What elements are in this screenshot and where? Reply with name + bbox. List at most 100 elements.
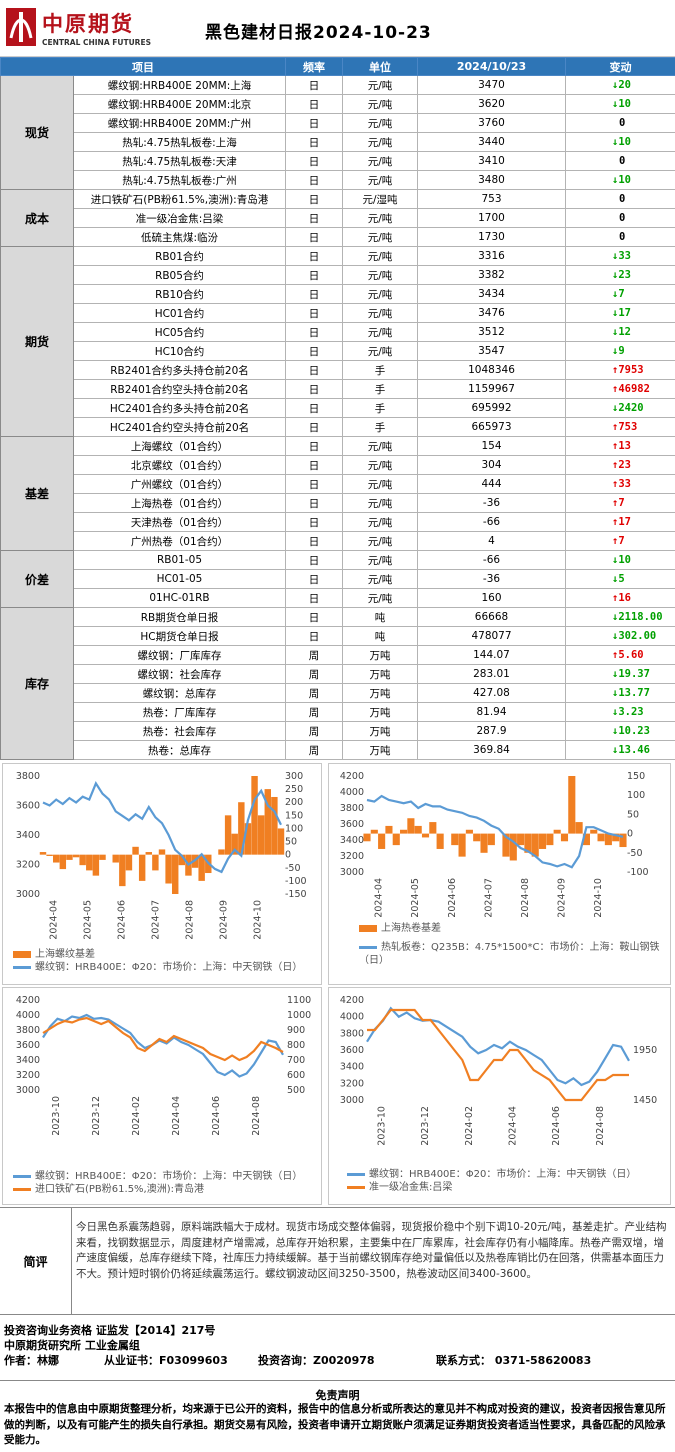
chart-rebar-vs-coke: 4200 4000 3800 3600 3400 3200 3000 1950 1450 2023… <box>340 995 657 1146</box>
arrow-up-icon: ↑ <box>612 383 619 395</box>
change-cell: ↓10 <box>565 132 675 152</box>
unit-cell: 元/吨 <box>342 550 418 570</box>
y-left-tick-label: 3400 <box>340 835 364 846</box>
change-value: 10.23 <box>618 725 650 737</box>
item-cell: 螺纹钢：总库存 <box>73 683 286 703</box>
y-right-tick-label: -100 <box>285 876 307 887</box>
frequency-cell: 日 <box>285 284 343 304</box>
item-cell: 天津热卷（01合约） <box>73 512 286 532</box>
basis-bar <box>152 854 159 871</box>
arrow-down-icon: ↓ <box>612 611 619 623</box>
frequency-cell: 日 <box>285 626 343 646</box>
series-line <box>367 1008 629 1102</box>
frequency-cell: 周 <box>285 645 343 665</box>
change-value: 12 <box>618 326 631 338</box>
chart-hrc-basis: 4200 4000 3800 3600 3400 3200 3000 150 100 50 0 -50… <box>340 771 649 918</box>
y-right-tick-label: 100 <box>627 790 645 801</box>
item-cell: 广州螺纹（01合约） <box>73 474 286 494</box>
frequency-cell: 日 <box>285 379 343 399</box>
basis-bar <box>224 815 232 855</box>
y-left-tick-label: 4200 <box>16 995 40 1006</box>
frequency-cell: 日 <box>285 607 343 627</box>
change-cell: ↓10 <box>565 94 675 114</box>
item-cell: 热卷：社会库存 <box>73 721 286 741</box>
arrow-down-icon: ↓ <box>612 288 619 300</box>
y-right-tick-label: 800 <box>287 1040 305 1051</box>
item-cell: 上海螺纹（01合约） <box>73 436 286 456</box>
category-cell: 现货 <box>0 75 74 190</box>
frequency-cell: 日 <box>285 227 343 247</box>
change-cell: ↓19.37 <box>565 664 675 684</box>
basis-bar <box>112 854 119 863</box>
frequency-cell: 日 <box>285 94 343 114</box>
table-row: HC10合约日元/吨 3547 ↓9 <box>1 341 675 361</box>
x-tick-label: 2024-07 <box>483 878 494 918</box>
item-cell: 螺纹钢:HRB400E 20MM:上海 <box>73 75 286 95</box>
change-value: 0 <box>619 155 626 167</box>
change-value: 2420 <box>618 402 644 414</box>
value-cell: 3382 <box>417 265 566 285</box>
change-cell: ↑23 <box>565 455 675 475</box>
unit-cell: 元/吨 <box>342 569 418 589</box>
arrow-down-icon: ↓ <box>612 706 619 718</box>
item-cell: 广州热卷（01合约） <box>73 531 286 551</box>
comment-section: 简评 今日黑色系震荡趋弱，原料端跌幅大于成材。现货市场成交整体偏弱，现货报价稳中… <box>0 1207 675 1315</box>
legend-label: 螺纹钢：HRB400E：Φ20：市场价：上海：中天钢铁（日） <box>35 962 303 973</box>
y-left-tick-label: 3000 <box>340 1095 364 1106</box>
basis-bar <box>72 854 80 858</box>
y-left-tick-label: 3600 <box>16 801 40 812</box>
item-cell: 热轧:4.75热轧板卷:广州 <box>73 170 286 190</box>
basis-bar <box>473 833 481 842</box>
arrow-up-icon: ↑ <box>612 497 619 509</box>
item-cell: 准一级冶金焦:吕梁 <box>73 208 286 228</box>
change-value: 10 <box>618 174 631 186</box>
item-cell: HC2401合约多头持仓前20名 <box>73 398 286 418</box>
frequency-cell: 日 <box>285 569 343 589</box>
frequency-cell: 日 <box>285 208 343 228</box>
item-cell: 螺纹钢:HRB400E 20MM:广州 <box>73 113 286 133</box>
y-right-tick-label: 150 <box>285 810 303 821</box>
column-header-unit: 单位 <box>342 57 418 76</box>
y-left-tick-label: 4000 <box>16 1010 40 1021</box>
qualification-text: 投资咨询业务资格 证监发【2014】217号 <box>4 1324 216 1337</box>
institute-text: 中原期货研究所 工业金属组 <box>4 1339 140 1352</box>
x-tick-label: 2023-12 <box>91 1096 102 1136</box>
y-left-tick-label: 3400 <box>340 1062 364 1073</box>
basis-bar <box>271 796 278 855</box>
table-row: 热轧:4.75热轧板卷:广州日元/吨 3480 ↓10 <box>1 170 675 190</box>
change-cell: ↓2118.00 <box>565 607 675 627</box>
change-value: 753 <box>618 421 638 433</box>
table-row: HC05合约日元/吨 3512 ↓12 <box>1 322 675 342</box>
arrow-up-icon: ↑ <box>612 478 619 490</box>
unit-cell: 元/吨 <box>342 227 418 247</box>
change-cell: 0 <box>565 208 675 228</box>
table-row: 北京螺纹（01合约）日元/吨 304 ↑23 <box>1 455 675 475</box>
item-cell: HC期货仓单日报 <box>73 626 286 646</box>
item-cell: 螺纹钢：厂库库存 <box>73 645 286 665</box>
table-row: RB05合约日元/吨 3382 ↓23 <box>1 265 675 285</box>
arrow-down-icon: ↓ <box>612 307 619 319</box>
value-cell: -36 <box>417 493 566 513</box>
arrow-up-icon: ↑ <box>612 649 619 661</box>
table-row: 螺纹钢：厂库库存周万吨 144.07 ↑5.60 <box>1 645 675 665</box>
basis-bar <box>238 802 245 855</box>
table-row: RB2401合约空头持仓前20名日手 1159967 ↑46982 <box>1 379 675 399</box>
basis-bar <box>251 776 258 855</box>
value-cell: 1700 <box>417 208 566 228</box>
change-value: 33 <box>618 250 631 262</box>
value-cell: 154 <box>417 436 566 456</box>
disclaimer-section: 免责声明 本报告中的信息由中原期货整理分析，均来源于已公开的资料，报告中的信息分… <box>0 1380 675 1452</box>
change-value: 23 <box>618 459 631 471</box>
table-row: HC2401合约空头持仓前20名日手 665973 ↑753 <box>1 417 675 437</box>
change-value: 2118.00 <box>618 611 663 623</box>
basis-bar <box>414 825 422 834</box>
legend-label: 上海热卷基差 <box>381 923 441 934</box>
basis-bar <box>436 833 444 849</box>
table-row: 热轧:4.75热轧板卷:天津日元/吨 3410 0 <box>1 151 675 171</box>
change-cell: ↑13 <box>565 436 675 456</box>
basis-bar <box>39 852 47 855</box>
change-value: 20 <box>618 79 631 91</box>
series-line <box>42 1013 284 1078</box>
disclaimer-title: 免责声明 <box>315 1389 360 1402</box>
y-left-tick-label: 3400 <box>16 1055 40 1066</box>
